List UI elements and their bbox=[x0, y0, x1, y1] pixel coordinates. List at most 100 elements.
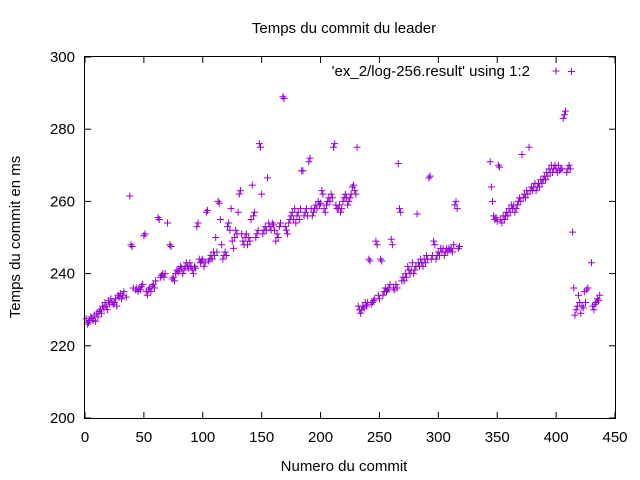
x-tick-label: 150 bbox=[249, 429, 274, 446]
data-point bbox=[150, 284, 158, 292]
data-point bbox=[397, 208, 405, 216]
data-point bbox=[97, 309, 105, 317]
data-point bbox=[421, 259, 429, 267]
data-point bbox=[163, 219, 171, 227]
data-point bbox=[590, 306, 598, 314]
data-point bbox=[525, 143, 533, 151]
data-point bbox=[337, 208, 345, 216]
data-point bbox=[126, 192, 134, 200]
data-point bbox=[227, 205, 235, 213]
legend: 'ex_2/log-256.result' using 1:2 bbox=[332, 63, 560, 80]
data-point bbox=[186, 259, 194, 267]
data-point bbox=[242, 230, 250, 238]
data-point bbox=[378, 257, 386, 265]
data-point bbox=[154, 214, 162, 222]
x-tick-label: 0 bbox=[81, 429, 89, 446]
data-point bbox=[393, 284, 401, 292]
data-point bbox=[87, 313, 95, 321]
data-point bbox=[400, 277, 408, 285]
data-point bbox=[171, 277, 179, 285]
data-point bbox=[357, 309, 365, 317]
data-point bbox=[348, 183, 356, 191]
data-point bbox=[94, 313, 102, 321]
data-point bbox=[155, 215, 163, 223]
data-point bbox=[221, 248, 229, 256]
data-point bbox=[218, 241, 226, 249]
data-point bbox=[338, 205, 346, 213]
data-point bbox=[280, 95, 288, 103]
data-point bbox=[379, 291, 387, 299]
y-axis-label: Temps du commit en ms bbox=[7, 156, 24, 319]
data-point bbox=[96, 306, 104, 314]
data-point bbox=[246, 237, 254, 245]
data-point bbox=[578, 302, 586, 310]
data-point bbox=[279, 93, 287, 101]
data-point bbox=[180, 266, 188, 274]
data-point bbox=[572, 306, 580, 314]
data-point bbox=[362, 302, 370, 310]
data-point bbox=[346, 194, 354, 202]
data-point bbox=[224, 223, 232, 231]
data-point bbox=[413, 210, 421, 218]
data-point bbox=[266, 223, 274, 231]
data-point bbox=[538, 179, 546, 187]
data-point bbox=[139, 280, 147, 288]
data-point bbox=[101, 298, 109, 306]
chart-title: Temps du commit du leader bbox=[252, 20, 436, 37]
data-point bbox=[231, 234, 239, 241]
data-point bbox=[305, 158, 313, 166]
data-point bbox=[229, 244, 237, 252]
data-point bbox=[222, 252, 230, 260]
data-point bbox=[517, 197, 525, 205]
x-tick-label: 450 bbox=[602, 429, 627, 446]
x-tick-label: 300 bbox=[426, 429, 451, 446]
data-point bbox=[345, 197, 353, 205]
data-point bbox=[577, 309, 585, 317]
data-point bbox=[344, 201, 352, 209]
data-point bbox=[587, 259, 595, 267]
data-point bbox=[149, 280, 157, 288]
data-point bbox=[341, 190, 349, 198]
data-point bbox=[297, 205, 305, 213]
data-point bbox=[295, 215, 303, 223]
data-point bbox=[591, 300, 599, 308]
data-point bbox=[451, 201, 459, 209]
data-point bbox=[277, 219, 285, 227]
data-point bbox=[326, 197, 334, 205]
data-point bbox=[496, 163, 504, 171]
data-point bbox=[524, 190, 532, 198]
data-point bbox=[489, 197, 497, 205]
data-point bbox=[301, 208, 309, 216]
data-point bbox=[494, 161, 502, 169]
data-point bbox=[318, 187, 326, 195]
data-point bbox=[251, 208, 259, 216]
y-tick-label: 220 bbox=[50, 338, 75, 355]
data-point bbox=[432, 255, 440, 263]
data-point bbox=[143, 291, 151, 299]
data-point bbox=[161, 270, 169, 278]
data-point bbox=[294, 208, 302, 216]
data-point bbox=[252, 234, 260, 241]
data-point bbox=[289, 215, 297, 223]
data-point bbox=[272, 237, 280, 245]
data-point bbox=[453, 205, 461, 213]
data-point bbox=[113, 302, 121, 310]
data-point bbox=[169, 273, 177, 281]
legend-marker bbox=[552, 67, 560, 75]
data-point bbox=[375, 295, 383, 303]
data-point bbox=[512, 205, 520, 213]
data-point bbox=[454, 244, 462, 252]
data-point bbox=[308, 212, 316, 220]
x-tick-label: 50 bbox=[136, 429, 153, 446]
data-point bbox=[199, 255, 207, 263]
data-point bbox=[532, 187, 540, 195]
data-point bbox=[452, 197, 460, 205]
data-point bbox=[394, 159, 402, 167]
data-point bbox=[554, 161, 562, 169]
data-point bbox=[236, 187, 244, 195]
data-point bbox=[83, 320, 91, 328]
data-point bbox=[384, 286, 392, 294]
data-point bbox=[440, 252, 448, 260]
data-point bbox=[593, 295, 601, 303]
